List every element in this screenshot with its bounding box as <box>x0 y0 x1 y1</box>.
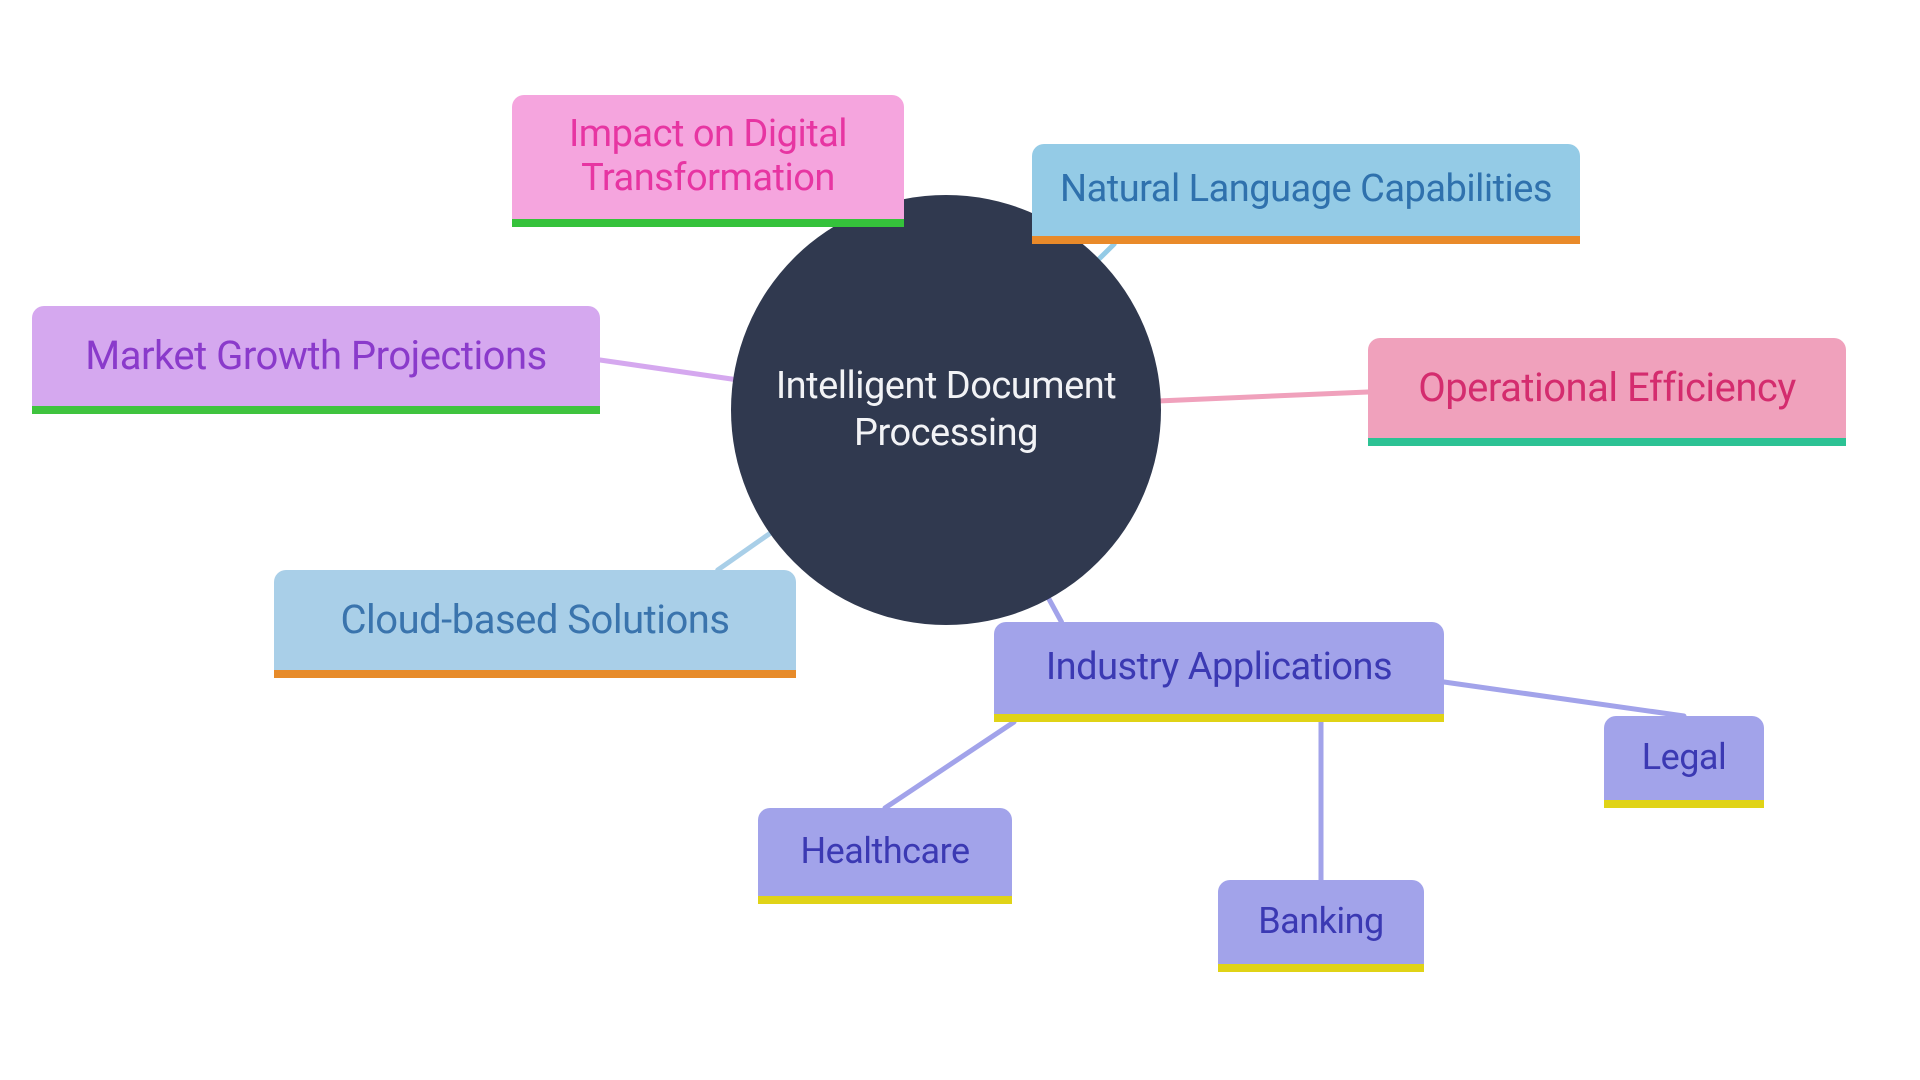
mindmap-stage: Intelligent Document Processing Impact on… <box>0 0 1920 1080</box>
node-impact: Impact on Digital Transformation <box>512 95 904 227</box>
node-cloud: Cloud-based Solutions <box>274 570 796 678</box>
center-node-label: Intelligent Document Processing <box>731 363 1161 458</box>
subnode-legal: Legal <box>1604 716 1764 808</box>
subnode-legal-label: Legal <box>1642 737 1727 778</box>
node-market: Market Growth Projections <box>32 306 600 414</box>
subnode-healthcare-label: Healthcare <box>800 831 969 872</box>
node-opeff: Operational Efficiency <box>1368 338 1846 446</box>
node-cloud-label: Cloud-based Solutions <box>341 597 730 643</box>
subnode-banking: Banking <box>1218 880 1424 972</box>
node-industry: Industry Applications <box>994 622 1444 722</box>
node-opeff-label: Operational Efficiency <box>1418 365 1796 411</box>
node-impact-label: Impact on Digital Transformation <box>532 113 884 200</box>
subnode-healthcare: Healthcare <box>758 808 1012 904</box>
node-nlp-label: Natural Language Capabilities <box>1060 168 1552 212</box>
subnode-banking-label: Banking <box>1258 901 1384 942</box>
center-node: Intelligent Document Processing <box>731 195 1161 625</box>
node-industry-label: Industry Applications <box>1046 646 1392 690</box>
node-nlp: Natural Language Capabilities <box>1032 144 1580 244</box>
node-market-label: Market Growth Projections <box>85 333 546 379</box>
